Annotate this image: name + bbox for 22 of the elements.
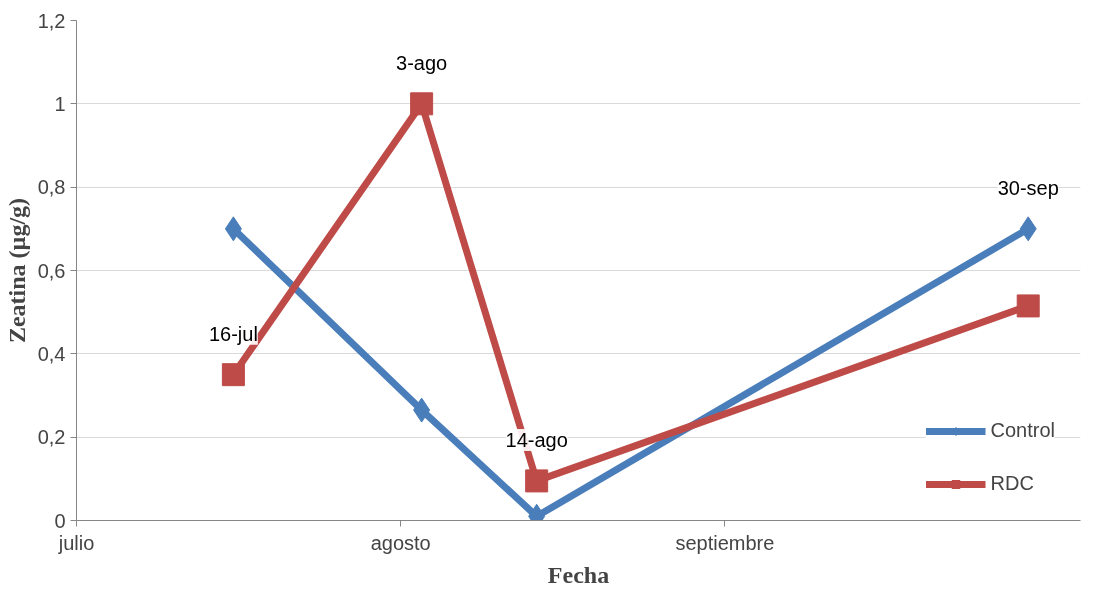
y-axis-title: Zeatina (µg/g) <box>3 197 30 344</box>
x-axis-title: Fecha <box>547 561 610 588</box>
point <box>1016 294 1040 318</box>
legend-label: Control <box>990 419 1055 442</box>
annotation: 16-jul <box>208 322 258 345</box>
point <box>525 469 549 493</box>
y-tick-label: 0,2 <box>37 426 66 449</box>
legend-label: RDC <box>990 472 1034 495</box>
point <box>410 92 434 116</box>
x-tick-label: agosto <box>370 531 431 554</box>
x-tick-label: septiembre <box>675 531 775 554</box>
y-tick-label: 0,8 <box>37 176 66 199</box>
annotation: 30-sep <box>997 176 1059 199</box>
y-tick-label: 0,6 <box>37 259 66 282</box>
y-tick-label: 0 <box>54 509 66 532</box>
point <box>221 363 245 387</box>
y-tick-label: 0,4 <box>37 342 66 365</box>
x-tick-label: julio <box>57 531 95 554</box>
y-tick-label: 1 <box>54 92 66 115</box>
annotation: 14-ago <box>505 428 568 451</box>
y-tick-label: 1,2 <box>37 9 66 32</box>
annotation: 3-ago <box>396 51 448 74</box>
